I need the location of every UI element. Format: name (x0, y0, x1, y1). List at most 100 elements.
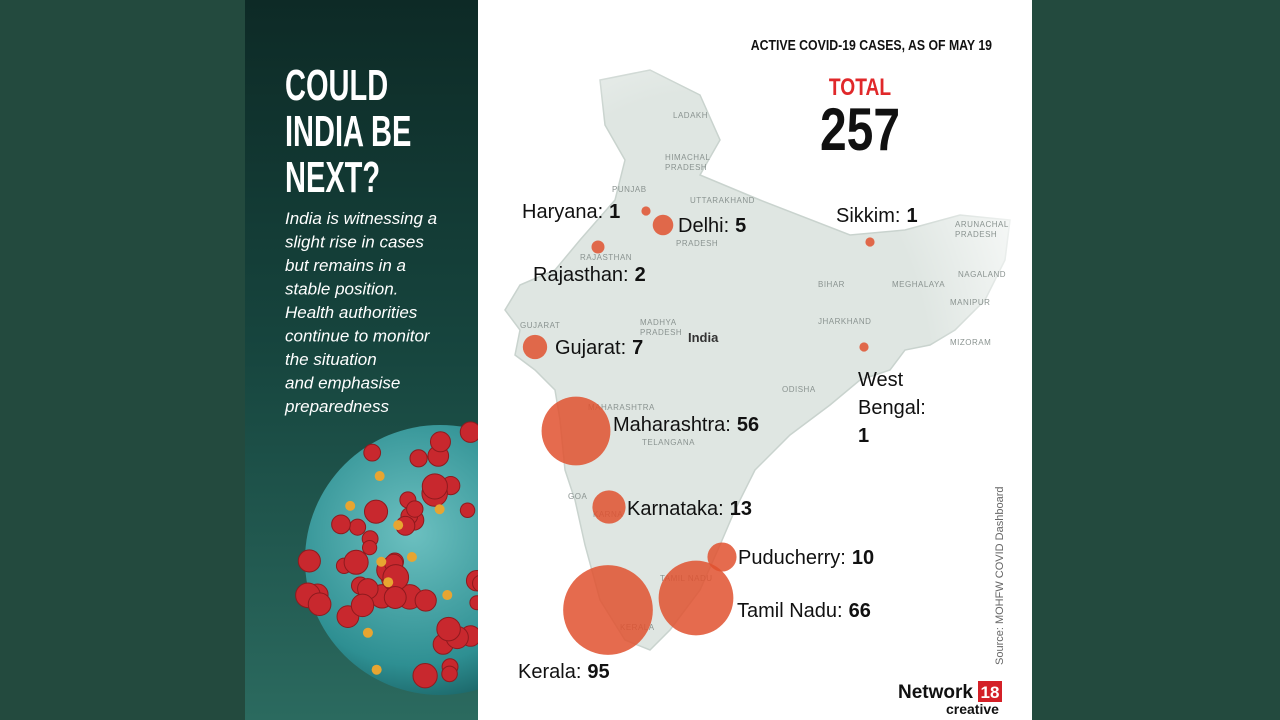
case-bubble (865, 237, 875, 247)
body-line: stable position. (285, 280, 398, 299)
virus-dot (406, 551, 417, 562)
body-line: continue to monitor (285, 327, 431, 346)
virus-spike (459, 421, 478, 443)
state-value: 66 (849, 600, 871, 622)
state-name: Gujarat: (555, 337, 626, 359)
virus-dot (434, 504, 445, 515)
state-value: 1 (906, 205, 917, 227)
body-line: Health authorities (285, 303, 418, 322)
place-label: MAHARASHTRA (588, 403, 655, 412)
virus-dot (393, 520, 404, 531)
case-bubble (592, 490, 626, 524)
virus-dot (383, 577, 394, 588)
state-value: 56 (737, 414, 759, 436)
brand-badge (978, 681, 1002, 702)
headline-line: NEXT? (285, 152, 380, 202)
virus-spike (406, 500, 424, 518)
place-label: GOA (568, 492, 587, 501)
place-label: RAJASTHAN (580, 253, 632, 262)
place-label: BIHAR (818, 280, 845, 289)
virus-spike (469, 595, 478, 611)
total-label: TOTAL (829, 73, 891, 101)
state-value: 13 (730, 498, 752, 520)
state-name: Maharashtra: (613, 414, 731, 436)
virus-spike (412, 663, 438, 689)
place-label: PRADESH (640, 328, 682, 337)
headline-line: INDIA BE (285, 106, 411, 156)
state-value: 2 (635, 264, 646, 286)
case-bubble (591, 240, 605, 254)
virus-dot (345, 500, 356, 511)
virus-dot (362, 627, 373, 638)
state-name: Tamil Nadu: (737, 600, 843, 622)
state-value: 1 (609, 201, 620, 223)
place-label: MEGHALAYA (892, 280, 945, 289)
virus-spike (409, 449, 428, 468)
case-bubble (641, 206, 651, 216)
state-name: Kerala: (518, 661, 581, 683)
place-label: PUNJAB (612, 185, 647, 194)
place-label: JHARKHAND (818, 317, 871, 326)
case-bubble (707, 542, 737, 572)
state-label: Maharashtra: 56 (613, 414, 759, 436)
state-value: 95 (587, 661, 609, 683)
case-bubble (563, 565, 653, 655)
state-label: Gujarat: 7 (555, 337, 643, 359)
state-value: 1 (858, 425, 869, 447)
virus-spike (307, 592, 332, 617)
state-label: West Bengal: (858, 369, 926, 419)
case-bubble (658, 560, 734, 636)
place-label: India (688, 330, 719, 345)
headline-line: COULD (285, 60, 388, 110)
total-value: 257 (820, 96, 900, 163)
body-line: but remains in a (285, 256, 406, 275)
case-bubble (522, 334, 548, 360)
virus-spike (349, 518, 367, 536)
state-value: 7 (632, 337, 643, 359)
place-label: LADAKH (673, 111, 708, 120)
virus-dot (376, 556, 387, 567)
brand-number: 18 (981, 683, 1000, 702)
body-line: slight rise in cases (285, 233, 424, 252)
body-line: preparedness (284, 397, 389, 416)
case-bubble (652, 214, 674, 236)
virus-spike (363, 499, 389, 524)
state-label: Delhi: 5 (678, 215, 746, 237)
state-name: Rajasthan: (533, 264, 629, 286)
place-label: HIMACHAL (665, 153, 710, 162)
place-label: GUJARAT (520, 321, 560, 330)
virus-spike (459, 502, 476, 518)
state-value: 5 (735, 215, 746, 237)
brand-sub: creative (946, 701, 999, 717)
map-layer: LADAKHHIMACHALPRADESHPUNJABUTTARAKHANDPR… (518, 111, 1009, 683)
virus-spike (361, 539, 378, 556)
place-label: PRADESH (676, 239, 718, 248)
case-bubble (541, 396, 611, 466)
virus-dot (442, 590, 453, 601)
body-line: the situation (285, 350, 377, 369)
state-name: Puducherry: (738, 547, 846, 569)
virus-spike (383, 586, 407, 609)
virus-spike (429, 431, 451, 453)
place-label: UTTARAKHAND (690, 196, 755, 205)
source: Source: MOHFW COVID Dashboard (994, 487, 1006, 666)
place-label: TELANGANA (642, 438, 695, 447)
virus-spike (421, 473, 448, 500)
state-name: Sikkim: (836, 205, 900, 227)
virus-spike (363, 443, 382, 462)
place-label: PRADESH (665, 163, 707, 172)
virus-spike (441, 665, 458, 683)
case-bubble (859, 342, 869, 352)
virus-spike (331, 514, 351, 535)
state-label: Sikkim: 1 (836, 205, 918, 227)
body-line: India is witnessing a (285, 209, 437, 228)
virus-spike (297, 549, 321, 573)
virus-spike (472, 575, 478, 592)
place-label: ARUNACHAL (955, 220, 1009, 229)
virus-spike (343, 549, 369, 575)
place-label: MIZORAM (950, 338, 991, 347)
state-label: Karnataka: 13 (627, 498, 752, 520)
state-label: Kerala: 95 (518, 661, 610, 683)
state-label: Tamil Nadu: 66 (737, 600, 871, 622)
